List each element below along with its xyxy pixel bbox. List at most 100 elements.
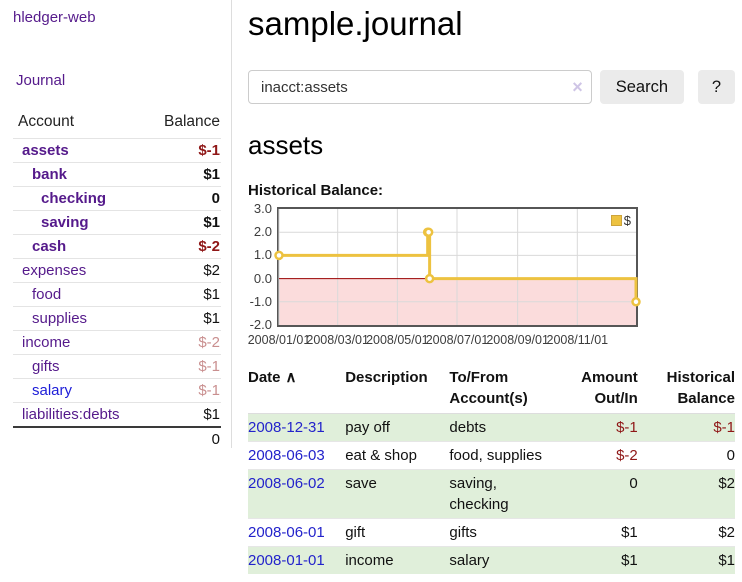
account-balance: $-2 bbox=[144, 234, 221, 259]
sort-ascending-icon: ∧ bbox=[285, 369, 297, 386]
account-link[interactable]: expenses bbox=[22, 262, 87, 279]
account-link[interactable]: salary bbox=[32, 382, 73, 399]
transaction-description: save bbox=[345, 469, 450, 519]
historical-balance-chart: $ 3.0 2.0 1.0 0.0 -1.0 -2.0 2008/01/01 2008/03/… bbox=[247, 201, 735, 351]
account-row: checking 0 bbox=[13, 186, 221, 211]
y-axis-tick-label: -1.0 bbox=[249, 293, 272, 309]
clear-search-icon[interactable]: × bbox=[572, 77, 583, 97]
account-balance: $1 bbox=[144, 210, 221, 235]
transaction-date-link[interactable]: 2008-06-01 bbox=[248, 524, 325, 541]
y-axis-tick-label: -2.0 bbox=[249, 317, 272, 332]
page-title: sample.journal bbox=[248, 5, 463, 42]
x-axis-tick-label: 2008/03/01 bbox=[306, 333, 369, 347]
y-axis-tick-label: 0.0 bbox=[253, 270, 272, 286]
transaction-description: eat & shop bbox=[345, 441, 450, 470]
account-balance: 0 bbox=[144, 186, 221, 211]
y-axis-tick-label: 1.0 bbox=[253, 247, 272, 263]
account-link[interactable]: checking bbox=[41, 190, 107, 207]
transaction-balance: $2 bbox=[637, 469, 735, 519]
search-form: × Search ? bbox=[248, 70, 735, 104]
transaction-amount: $-2 bbox=[552, 441, 638, 470]
account-row: cash $-2 bbox=[13, 234, 221, 259]
x-axis-tick-label: 2008/11/01 bbox=[546, 333, 609, 347]
account-row: supplies $1 bbox=[13, 306, 221, 331]
account-tree-header: Account Balance bbox=[13, 111, 221, 139]
search-button[interactable]: Search bbox=[599, 70, 684, 104]
main-content: sample.journal × Search ? assets Histori… bbox=[232, 0, 742, 574]
account-link[interactable]: income bbox=[22, 334, 71, 351]
account-link[interactable]: saving bbox=[41, 214, 89, 231]
transaction-amount: $1 bbox=[552, 518, 638, 547]
account-row: expenses $2 bbox=[13, 258, 221, 283]
x-axis-tick-label: 2008/09/01 bbox=[486, 333, 549, 347]
transaction-accounts: gifts bbox=[449, 518, 553, 547]
account-link[interactable]: assets bbox=[22, 142, 69, 159]
account-balance: $1 bbox=[144, 402, 221, 427]
column-header-amount: Amount Out/In bbox=[552, 365, 638, 414]
transaction-balance: $1 bbox=[637, 546, 735, 574]
account-balance: $-2 bbox=[144, 330, 221, 355]
column-header-accounts: To/From Account(s) bbox=[449, 365, 553, 414]
account-row: saving $1 bbox=[13, 210, 221, 235]
chart-title: Historical Balance: bbox=[248, 182, 384, 199]
register-table: Date ∧ Description To/From Account(s) Amo… bbox=[248, 365, 735, 574]
transaction-date-link[interactable]: 2008-01-01 bbox=[248, 552, 325, 569]
account-row: gifts $-1 bbox=[13, 354, 221, 379]
transaction-row: 2008-12-31 pay off debts $-1 $-1 bbox=[248, 413, 735, 442]
column-header-description: Description bbox=[345, 365, 450, 414]
column-header-balance: Historical Balance bbox=[637, 365, 735, 414]
transaction-balance: $-1 bbox=[637, 413, 735, 442]
y-axis-tick-label: 2.0 bbox=[253, 224, 272, 240]
transaction-amount: $1 bbox=[552, 546, 638, 574]
account-row: liabilities:debts $1 bbox=[13, 402, 221, 427]
account-link[interactable]: food bbox=[32, 286, 62, 303]
register-header-row: Date ∧ Description To/From Account(s) Amo… bbox=[248, 365, 735, 414]
transaction-description: income bbox=[345, 546, 450, 574]
account-balance: $1 bbox=[144, 282, 221, 307]
help-button[interactable]: ? bbox=[698, 70, 735, 104]
account-row: bank $1 bbox=[13, 162, 221, 187]
transaction-accounts: saving, checking bbox=[449, 469, 553, 519]
sidebar-item-journal[interactable]: Journal bbox=[16, 72, 66, 89]
balance-column-header: Balance bbox=[163, 113, 220, 130]
transaction-date-link[interactable]: 2008-06-03 bbox=[248, 447, 325, 464]
account-row: food $1 bbox=[13, 282, 221, 307]
account-balance: $-1 bbox=[144, 378, 221, 403]
x-axis-tick-label: 2008/01/01 bbox=[247, 333, 311, 347]
transaction-accounts: salary bbox=[449, 546, 553, 574]
legend-swatch-icon bbox=[610, 215, 622, 226]
y-axis-tick-label: 3.0 bbox=[253, 201, 272, 216]
transaction-accounts: debts bbox=[449, 413, 553, 442]
transaction-row: 2008-06-01 gift gifts $1 $2 bbox=[248, 518, 735, 547]
account-row: income $-2 bbox=[13, 330, 221, 355]
column-header-date[interactable]: Date ∧ bbox=[248, 365, 346, 414]
account-link[interactable]: bank bbox=[32, 166, 68, 183]
app-brand-link[interactable]: hledger-web bbox=[13, 9, 96, 26]
x-axis-tick-label: 2008/07/01 bbox=[425, 333, 489, 347]
accounts-total-row: 0 bbox=[13, 426, 221, 451]
sidebar: hledger-web Journal Account Balance asse… bbox=[0, 0, 232, 451]
transaction-date-link[interactable]: 2008-12-31 bbox=[248, 419, 325, 436]
chart-svg bbox=[274, 209, 641, 325]
account-link[interactable]: supplies bbox=[32, 310, 88, 327]
account-link[interactable]: cash bbox=[32, 238, 67, 255]
account-balance: $1 bbox=[144, 162, 221, 187]
transaction-balance: $2 bbox=[637, 518, 735, 547]
x-axis-tick-label: 2008/05/01 bbox=[366, 333, 429, 347]
transaction-accounts: food, supplies bbox=[449, 441, 553, 470]
accounts-total-value: 0 bbox=[144, 426, 221, 451]
transaction-description: gift bbox=[345, 518, 450, 547]
search-input[interactable] bbox=[248, 70, 592, 104]
account-row: assets $-1 bbox=[13, 138, 221, 163]
historical-balance-chart-plot: $ bbox=[274, 207, 641, 327]
transaction-row: 2008-06-03 eat & shop food, supplies $-2… bbox=[248, 441, 735, 470]
account-link[interactable]: gifts bbox=[32, 358, 60, 375]
chart-legend: $ bbox=[610, 213, 631, 228]
account-link[interactable]: liabilities:debts bbox=[22, 406, 120, 423]
legend-label: $ bbox=[623, 213, 631, 228]
transaction-description: pay off bbox=[345, 413, 450, 442]
account-balance: $-1 bbox=[144, 354, 221, 379]
transaction-row: 2008-06-02 save saving, checking 0 $2 bbox=[248, 469, 735, 519]
account-row: salary $-1 bbox=[13, 378, 221, 403]
transaction-date-link[interactable]: 2008-06-02 bbox=[248, 475, 325, 492]
